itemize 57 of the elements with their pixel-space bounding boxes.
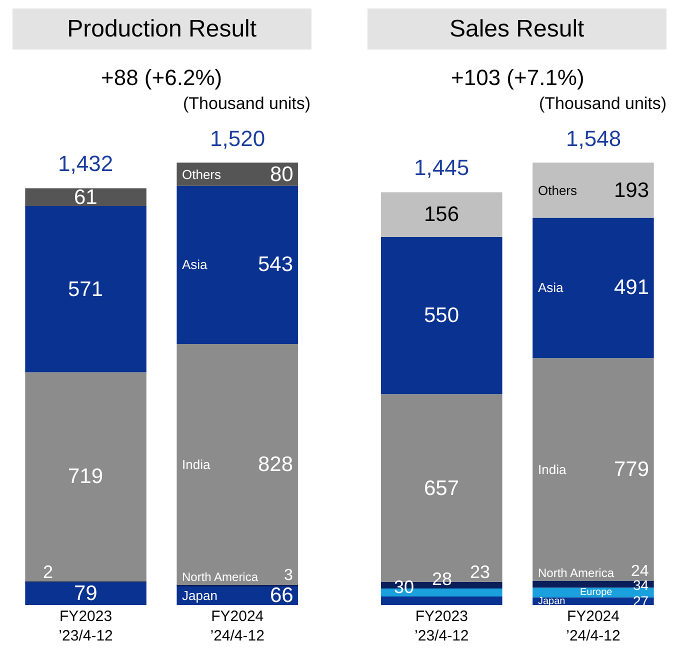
series-label: India [182, 457, 211, 472]
series-label: Japan [182, 588, 218, 603]
x-tick-label: FY2024 ’24/4-12 [566, 608, 620, 645]
series-label: Asia [182, 257, 208, 272]
bar [532, 162, 654, 218]
total-label: 1,445 [414, 155, 470, 180]
data-label: 80 [270, 163, 294, 186]
data-label: 657 [424, 477, 460, 500]
x-tick-label: FY2023 ’23/4-12 [58, 608, 113, 645]
chart-subtitle: +88 (+6.2%) [101, 65, 222, 90]
text: (Thousand units) [183, 94, 311, 113]
data-label: 24 [631, 563, 649, 580]
bar [25, 188, 146, 206]
chart-title: Sales Result [449, 16, 585, 42]
data-label: 550 [424, 304, 460, 327]
total-label: 1,548 [566, 126, 622, 151]
data-label: 571 [68, 278, 104, 301]
x-tick-label: FY2023 ’23/4-12 [414, 608, 469, 645]
series-label: Others [538, 183, 578, 198]
bar [25, 372, 146, 582]
data-label: 491 [614, 276, 650, 299]
chart-subtitle: +103 (+7.1%) [451, 65, 584, 90]
data-label: 34 [633, 577, 649, 593]
data-label: 543 [258, 253, 294, 276]
series-label: Asia [538, 280, 564, 295]
text: (Thousand units) [539, 94, 667, 113]
bar [381, 236, 502, 394]
bar [176, 344, 298, 585]
data-label: 719 [68, 465, 104, 488]
series-label: Europe [580, 587, 613, 598]
data-label: 779 [614, 458, 650, 481]
data-label: 3 [284, 567, 293, 584]
x-tick-label: FY2024 ’24/4-12 [210, 608, 264, 645]
bar [381, 192, 502, 237]
bar [25, 582, 146, 606]
bar [532, 218, 654, 358]
data-label: 23 [470, 562, 490, 582]
bar [381, 596, 502, 606]
series-label: North America [182, 570, 258, 584]
series-label: India [538, 462, 567, 477]
series-label: North America [538, 566, 614, 580]
data-label: 66 [270, 584, 294, 607]
data-label: 193 [614, 179, 650, 202]
series-label: Others [182, 167, 222, 182]
data-label: 61 [74, 186, 98, 209]
total-label: 1,520 [210, 126, 266, 151]
chart-title: Production Result [67, 16, 257, 42]
bar [176, 186, 298, 344]
data-label: 30 [394, 577, 414, 597]
total-label: 1,432 [58, 151, 114, 176]
series-label: Japan [538, 596, 566, 607]
data-label: 828 [258, 453, 294, 476]
bar [532, 358, 654, 581]
data-label: 79 [74, 582, 98, 605]
data-label: 2 [43, 562, 54, 582]
data-label: 156 [424, 203, 460, 226]
bar [25, 206, 146, 372]
